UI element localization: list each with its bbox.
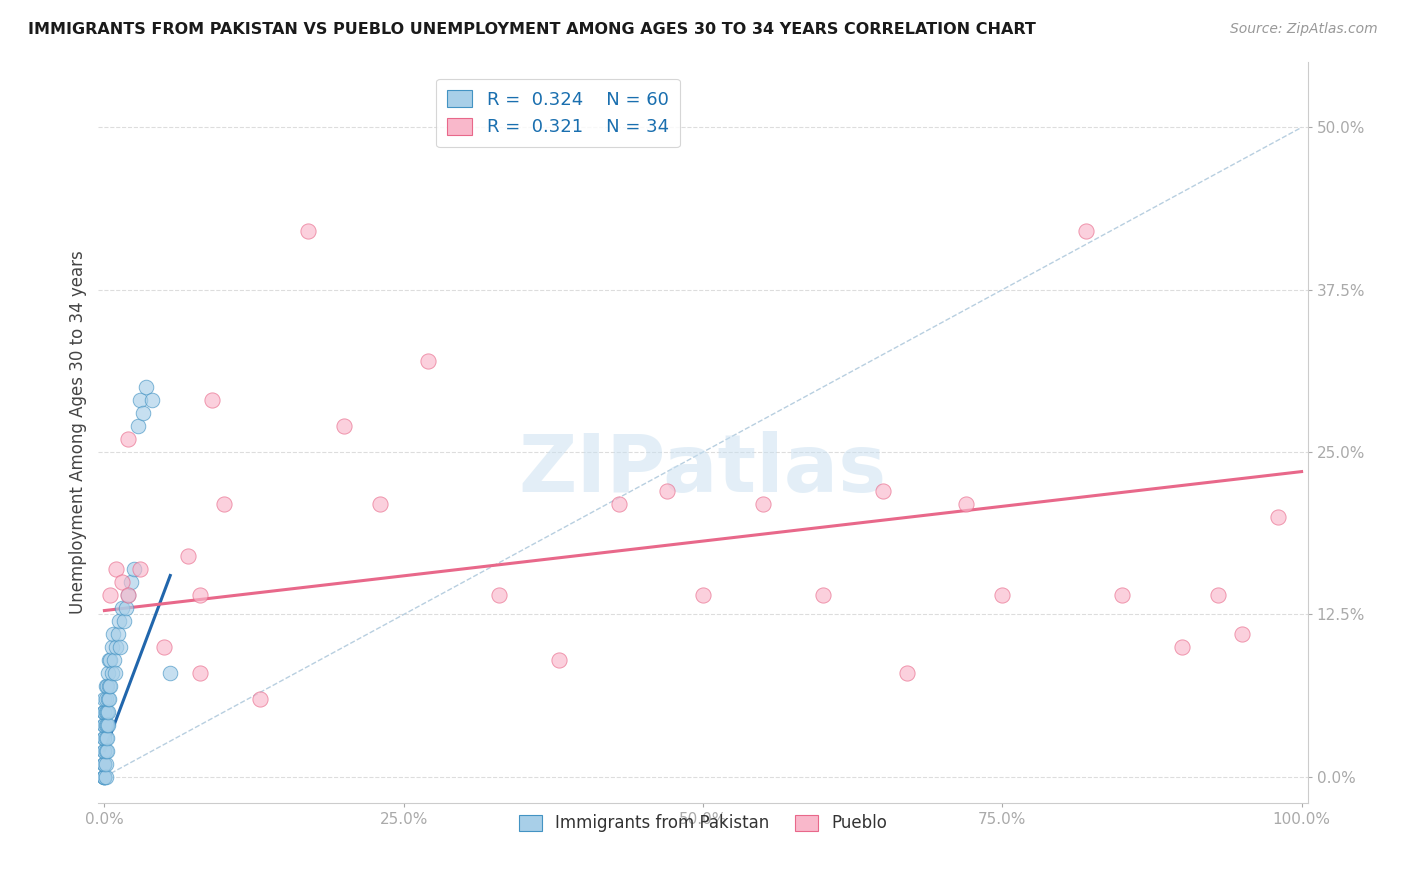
Point bbox=[416, 354, 439, 368]
Point bbox=[93, 731, 115, 745]
Point bbox=[93, 756, 115, 771]
Point bbox=[94, 679, 117, 693]
Point bbox=[94, 744, 117, 758]
Point bbox=[101, 627, 124, 641]
Point bbox=[368, 497, 391, 511]
Point bbox=[333, 419, 356, 434]
Point bbox=[96, 731, 118, 745]
Point bbox=[93, 770, 115, 784]
Point bbox=[100, 640, 122, 654]
Point bbox=[752, 497, 775, 511]
Point bbox=[100, 665, 122, 680]
Point bbox=[127, 419, 149, 434]
Point bbox=[1111, 588, 1133, 602]
Point bbox=[872, 484, 894, 499]
Point bbox=[201, 393, 224, 408]
Point bbox=[96, 705, 118, 719]
Point bbox=[93, 770, 115, 784]
Point bbox=[96, 679, 118, 693]
Point bbox=[93, 705, 115, 719]
Legend: Immigrants from Pakistan, Pueblo: Immigrants from Pakistan, Pueblo bbox=[512, 807, 894, 838]
Point bbox=[94, 718, 117, 732]
Point bbox=[1267, 510, 1289, 524]
Point bbox=[159, 665, 181, 680]
Point bbox=[97, 665, 120, 680]
Point bbox=[955, 497, 977, 511]
Point bbox=[188, 665, 211, 680]
Point bbox=[108, 640, 131, 654]
Point bbox=[124, 562, 146, 576]
Point bbox=[96, 744, 118, 758]
Point bbox=[991, 588, 1014, 602]
Point bbox=[132, 406, 155, 420]
Point bbox=[93, 705, 115, 719]
Point bbox=[212, 497, 235, 511]
Point bbox=[93, 718, 115, 732]
Point bbox=[93, 718, 115, 732]
Point bbox=[103, 653, 125, 667]
Point bbox=[1230, 627, 1253, 641]
Point bbox=[188, 588, 211, 602]
Point bbox=[94, 770, 117, 784]
Point bbox=[655, 484, 678, 499]
Point bbox=[97, 692, 120, 706]
Point bbox=[107, 614, 129, 628]
Point bbox=[607, 497, 630, 511]
Point bbox=[107, 627, 129, 641]
Y-axis label: Unemployment Among Ages 30 to 34 years: Unemployment Among Ages 30 to 34 years bbox=[69, 251, 87, 615]
Point bbox=[93, 731, 115, 745]
Point bbox=[104, 665, 127, 680]
Text: Source: ZipAtlas.com: Source: ZipAtlas.com bbox=[1230, 22, 1378, 37]
Point bbox=[177, 549, 200, 563]
Point bbox=[98, 653, 121, 667]
Point bbox=[111, 574, 134, 589]
Point bbox=[94, 692, 117, 706]
Point bbox=[1171, 640, 1194, 654]
Point bbox=[117, 588, 139, 602]
Point bbox=[117, 432, 139, 446]
Point bbox=[1074, 224, 1097, 238]
Point bbox=[100, 588, 122, 602]
Point bbox=[105, 640, 128, 654]
Point bbox=[297, 224, 319, 238]
Point bbox=[93, 692, 115, 706]
Point bbox=[117, 588, 139, 602]
Point bbox=[811, 588, 834, 602]
Point bbox=[1206, 588, 1229, 602]
Point bbox=[93, 756, 115, 771]
Point bbox=[488, 588, 510, 602]
Point bbox=[93, 770, 115, 784]
Point bbox=[97, 718, 120, 732]
Point bbox=[115, 601, 138, 615]
Point bbox=[112, 614, 135, 628]
Point bbox=[120, 574, 142, 589]
Point bbox=[129, 562, 152, 576]
Point bbox=[93, 744, 115, 758]
Point bbox=[93, 705, 115, 719]
Point bbox=[94, 731, 117, 745]
Point bbox=[548, 653, 571, 667]
Point bbox=[93, 770, 115, 784]
Point bbox=[141, 393, 163, 408]
Text: ZIPatlas: ZIPatlas bbox=[519, 431, 887, 508]
Point bbox=[100, 679, 122, 693]
Point bbox=[97, 705, 120, 719]
Point bbox=[96, 718, 118, 732]
Point bbox=[249, 692, 271, 706]
Point bbox=[111, 601, 134, 615]
Point bbox=[129, 393, 152, 408]
Point bbox=[135, 380, 157, 394]
Point bbox=[94, 705, 117, 719]
Point bbox=[105, 562, 128, 576]
Point bbox=[94, 756, 117, 771]
Point bbox=[93, 756, 115, 771]
Point bbox=[100, 653, 122, 667]
Point bbox=[153, 640, 176, 654]
Point bbox=[98, 692, 121, 706]
Point bbox=[896, 665, 918, 680]
Text: IMMIGRANTS FROM PAKISTAN VS PUEBLO UNEMPLOYMENT AMONG AGES 30 TO 34 YEARS CORREL: IMMIGRANTS FROM PAKISTAN VS PUEBLO UNEMP… bbox=[28, 22, 1036, 37]
Point bbox=[93, 744, 115, 758]
Point bbox=[692, 588, 714, 602]
Point bbox=[98, 679, 121, 693]
